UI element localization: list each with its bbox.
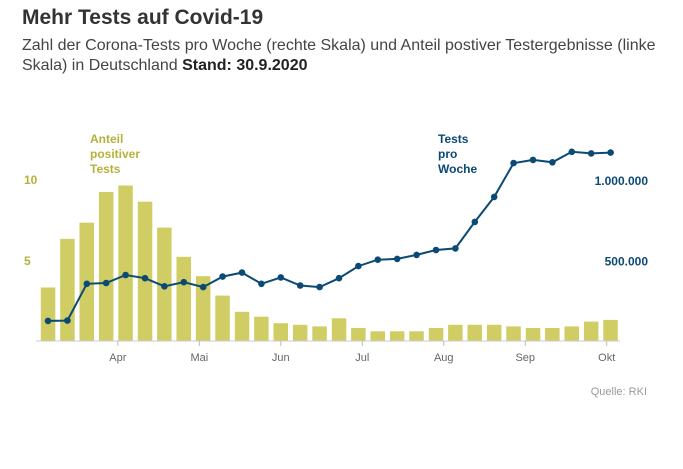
left-axis-label-10: 10 <box>24 173 38 187</box>
bar-week-21 <box>428 328 444 341</box>
bar-week-2 <box>60 238 75 341</box>
bar-week-6 <box>137 201 153 341</box>
tests-point-week-25 <box>510 159 517 167</box>
tests-point-week-1 <box>44 317 52 325</box>
bar-week-1 <box>40 287 56 341</box>
bar-series <box>40 185 618 341</box>
x-tick-label-sep: Sep <box>515 352 535 364</box>
tests-point-week-8 <box>180 278 188 286</box>
tests-point-week-28 <box>568 148 576 156</box>
tests-point-week-11 <box>238 269 246 276</box>
line-annotation-line: Tests <box>438 132 469 146</box>
tests-point-week-21 <box>432 246 440 254</box>
left-axis-labels: 5 10 <box>24 173 38 268</box>
bar-week-19 <box>389 331 405 341</box>
bar-week-12 <box>254 316 269 341</box>
bar-week-8 <box>176 256 191 341</box>
tests-point-week-17 <box>355 262 362 270</box>
x-tick-label-mai: Mai <box>190 352 208 364</box>
tests-point-week-26 <box>529 156 537 164</box>
bar-week-30 <box>603 319 618 341</box>
tests-point-week-16 <box>335 274 343 282</box>
line-annotation-line: Woche <box>438 162 477 176</box>
tests-point-week-10 <box>219 273 226 280</box>
x-tick-label-okt: Okt <box>598 352 615 364</box>
bar-week-24 <box>486 324 502 341</box>
stand-date: Stand: 30.9.2020 <box>182 57 308 74</box>
bar-week-22 <box>448 324 463 341</box>
bar-week-23 <box>467 324 482 341</box>
bar-week-28 <box>564 326 579 341</box>
line-annotation-line: pro <box>438 147 457 161</box>
tests-point-week-2 <box>64 317 71 324</box>
tests-point-week-27 <box>549 159 556 166</box>
tests-point-week-23 <box>471 218 479 226</box>
tests-point-week-13 <box>277 274 285 281</box>
chart-subtitle: Zahl der Corona-Tests pro Woche (rechte … <box>22 36 662 76</box>
tests-point-week-22 <box>452 245 459 252</box>
bar-week-9 <box>195 276 211 341</box>
subtitle-text: Zahl der Corona-Tests pro Woche (rechte … <box>22 37 656 74</box>
bar-week-14 <box>292 324 308 341</box>
x-tick-label-aug: Aug <box>434 352 454 364</box>
tests-point-week-4 <box>102 279 110 287</box>
bar-week-10 <box>215 295 230 341</box>
bar-week-18 <box>370 331 385 341</box>
x-tick-label-apr: Apr <box>109 352 126 364</box>
bar-week-27 <box>545 328 560 341</box>
tests-point-week-6 <box>141 274 149 282</box>
tests-point-week-18 <box>374 256 382 264</box>
tests-point-week-3 <box>83 280 91 288</box>
bar-week-13 <box>273 323 288 341</box>
x-axis-ticks: Apr Mai Jun Jul Aug Sep Okt <box>109 341 615 364</box>
left-axis-label-5: 5 <box>24 254 31 268</box>
chart-title: Mehr Tests auf Covid-19 <box>22 6 264 29</box>
tests-point-week-20 <box>413 251 420 259</box>
source-note: Quelle: RKI <box>590 386 647 398</box>
bar-week-11 <box>234 311 250 341</box>
x-tick-label-jul: Jul <box>355 352 369 364</box>
tests-point-week-14 <box>296 282 304 289</box>
bar-week-17 <box>351 328 366 341</box>
tests-point-week-9 <box>199 283 207 291</box>
tests-point-week-29 <box>587 150 595 157</box>
bars-annotation-line: Anteil <box>90 132 123 146</box>
bar-week-5 <box>118 185 133 341</box>
line-series <box>44 148 614 325</box>
x-tick-label-jun: Jun <box>272 352 290 364</box>
bar-week-25 <box>506 326 521 341</box>
tests-point-week-12 <box>258 280 265 288</box>
bar-week-29 <box>583 321 599 341</box>
bar-week-4 <box>98 192 114 341</box>
tests-point-week-19 <box>393 255 401 263</box>
right-axis-label-500000: 500.000 <box>605 255 649 269</box>
bars-annotation-line: Tests <box>90 162 121 176</box>
right-axis-labels: 500.000 1.000.000 <box>595 174 649 269</box>
tests-point-week-7 <box>161 283 168 290</box>
tests-point-week-15 <box>316 283 323 291</box>
tests-point-week-30 <box>607 149 614 156</box>
bars-annotation-line: positiver <box>90 147 140 161</box>
bar-week-20 <box>409 331 424 341</box>
bar-week-26 <box>525 328 541 341</box>
bar-week-16 <box>331 318 347 341</box>
right-axis-label-1000000: 1.000.000 <box>595 174 649 188</box>
bar-week-15 <box>312 326 327 341</box>
tests-point-week-24 <box>490 193 498 201</box>
tests-point-week-5 <box>122 271 129 279</box>
